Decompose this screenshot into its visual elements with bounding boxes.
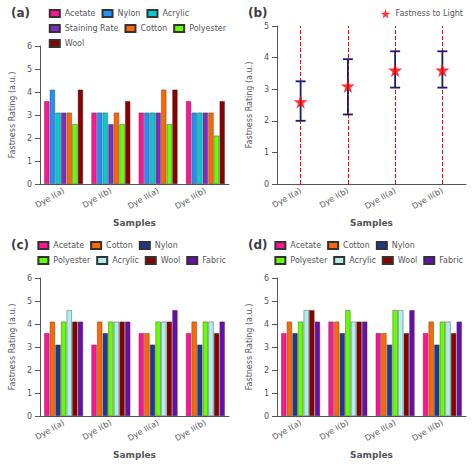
svg-text:Nylon: Nylon	[118, 9, 141, 18]
svg-text:3: 3	[27, 343, 32, 352]
svg-text:Acetate: Acetate	[53, 241, 84, 250]
svg-text:Polyester: Polyester	[189, 24, 227, 33]
svg-text:Dye II(b): Dye II(b)	[410, 418, 444, 443]
svg-text:(c): (c)	[11, 238, 29, 252]
svg-text:Samples: Samples	[113, 450, 156, 460]
svg-text:Acrylic: Acrylic	[349, 256, 376, 265]
svg-text:0: 0	[264, 180, 269, 189]
svg-text:(a): (a)	[11, 6, 30, 20]
svg-text:Fastness Rating (a.u.): Fastness Rating (a.u.)	[245, 304, 254, 391]
svg-text:Acetate: Acetate	[290, 241, 321, 250]
svg-text:1: 1	[27, 157, 32, 166]
svg-text:4: 4	[264, 53, 269, 62]
svg-text:Dye II(b): Dye II(b)	[410, 186, 444, 211]
svg-text:3: 3	[264, 85, 269, 94]
svg-text:Fastness Rating (a.u.): Fastness Rating (a.u.)	[8, 304, 17, 391]
svg-text:0: 0	[27, 180, 32, 189]
svg-text:3: 3	[27, 111, 32, 120]
svg-text:Dye II(a): Dye II(a)	[363, 186, 397, 211]
svg-text:2: 2	[27, 366, 32, 375]
svg-text:Polyester: Polyester	[290, 256, 328, 265]
svg-text:Acrylic: Acrylic	[112, 256, 139, 265]
svg-text:Dye I(b): Dye I(b)	[81, 418, 113, 442]
svg-text:6: 6	[264, 274, 269, 283]
svg-text:4: 4	[27, 320, 32, 329]
svg-text:Dye I(a): Dye I(a)	[271, 186, 303, 210]
svg-text:Dye II(a): Dye II(a)	[126, 186, 160, 211]
svg-text:2: 2	[27, 134, 32, 143]
svg-text:Dye I(a): Dye I(a)	[34, 186, 66, 210]
svg-text:Samples: Samples	[113, 218, 156, 228]
svg-text:2: 2	[264, 366, 269, 375]
svg-text:Wool: Wool	[161, 256, 180, 265]
svg-text:Samples: Samples	[350, 450, 393, 460]
svg-text:3: 3	[264, 343, 269, 352]
svg-text:Dye II(a): Dye II(a)	[126, 418, 160, 443]
svg-text:Dye I(a): Dye I(a)	[271, 418, 303, 442]
svg-text:1: 1	[27, 389, 32, 398]
svg-text:1: 1	[264, 389, 269, 398]
svg-text:Acetate: Acetate	[65, 9, 96, 18]
svg-text:Cotton: Cotton	[140, 24, 167, 33]
svg-text:Dye I(b): Dye I(b)	[318, 418, 350, 442]
svg-text:Fastness Rating (a.u.): Fastness Rating (a.u.)	[8, 72, 17, 159]
svg-text:(b): (b)	[248, 6, 268, 20]
svg-text:6: 6	[27, 274, 32, 283]
svg-text:6: 6	[27, 42, 32, 51]
svg-text:5: 5	[27, 297, 32, 306]
svg-text:Dye II(a): Dye II(a)	[363, 418, 397, 443]
svg-text:Wool: Wool	[65, 39, 84, 48]
svg-text:Fabric: Fabric	[202, 256, 226, 265]
svg-text:Cotton: Cotton	[343, 241, 370, 250]
svg-text:5: 5	[264, 297, 269, 306]
svg-text:Dye I(a): Dye I(a)	[34, 418, 66, 442]
svg-text:Acrylic: Acrylic	[162, 9, 189, 18]
svg-text:4: 4	[27, 88, 32, 97]
svg-text:Staining Rate: Staining Rate	[65, 24, 119, 33]
svg-text:Dye I(b): Dye I(b)	[318, 186, 350, 210]
svg-text:Dye II(b): Dye II(b)	[173, 186, 207, 211]
svg-text:Samples: Samples	[350, 218, 393, 228]
svg-text:Nylon: Nylon	[392, 241, 415, 250]
svg-text:Fastness to Light: Fastness to Light	[396, 9, 463, 18]
svg-text:1: 1	[264, 148, 269, 157]
svg-text:0: 0	[264, 412, 269, 421]
svg-text:Fastness Rating (a.u.): Fastness Rating (a.u.)	[245, 62, 254, 149]
svg-text:Dye I(b): Dye I(b)	[81, 186, 113, 210]
svg-text:(d): (d)	[248, 238, 268, 252]
svg-text:Cotton: Cotton	[106, 241, 133, 250]
svg-text:Polyester: Polyester	[53, 256, 91, 265]
svg-text:Wool: Wool	[398, 256, 417, 265]
svg-text:Nylon: Nylon	[155, 241, 178, 250]
svg-text:Fabric: Fabric	[439, 256, 463, 265]
svg-text:0: 0	[27, 412, 32, 421]
svg-text:Dye II(b): Dye II(b)	[173, 418, 207, 443]
svg-text:2: 2	[264, 116, 269, 125]
svg-text:5: 5	[27, 65, 32, 74]
svg-text:4: 4	[264, 320, 269, 329]
svg-text:5: 5	[264, 22, 269, 31]
